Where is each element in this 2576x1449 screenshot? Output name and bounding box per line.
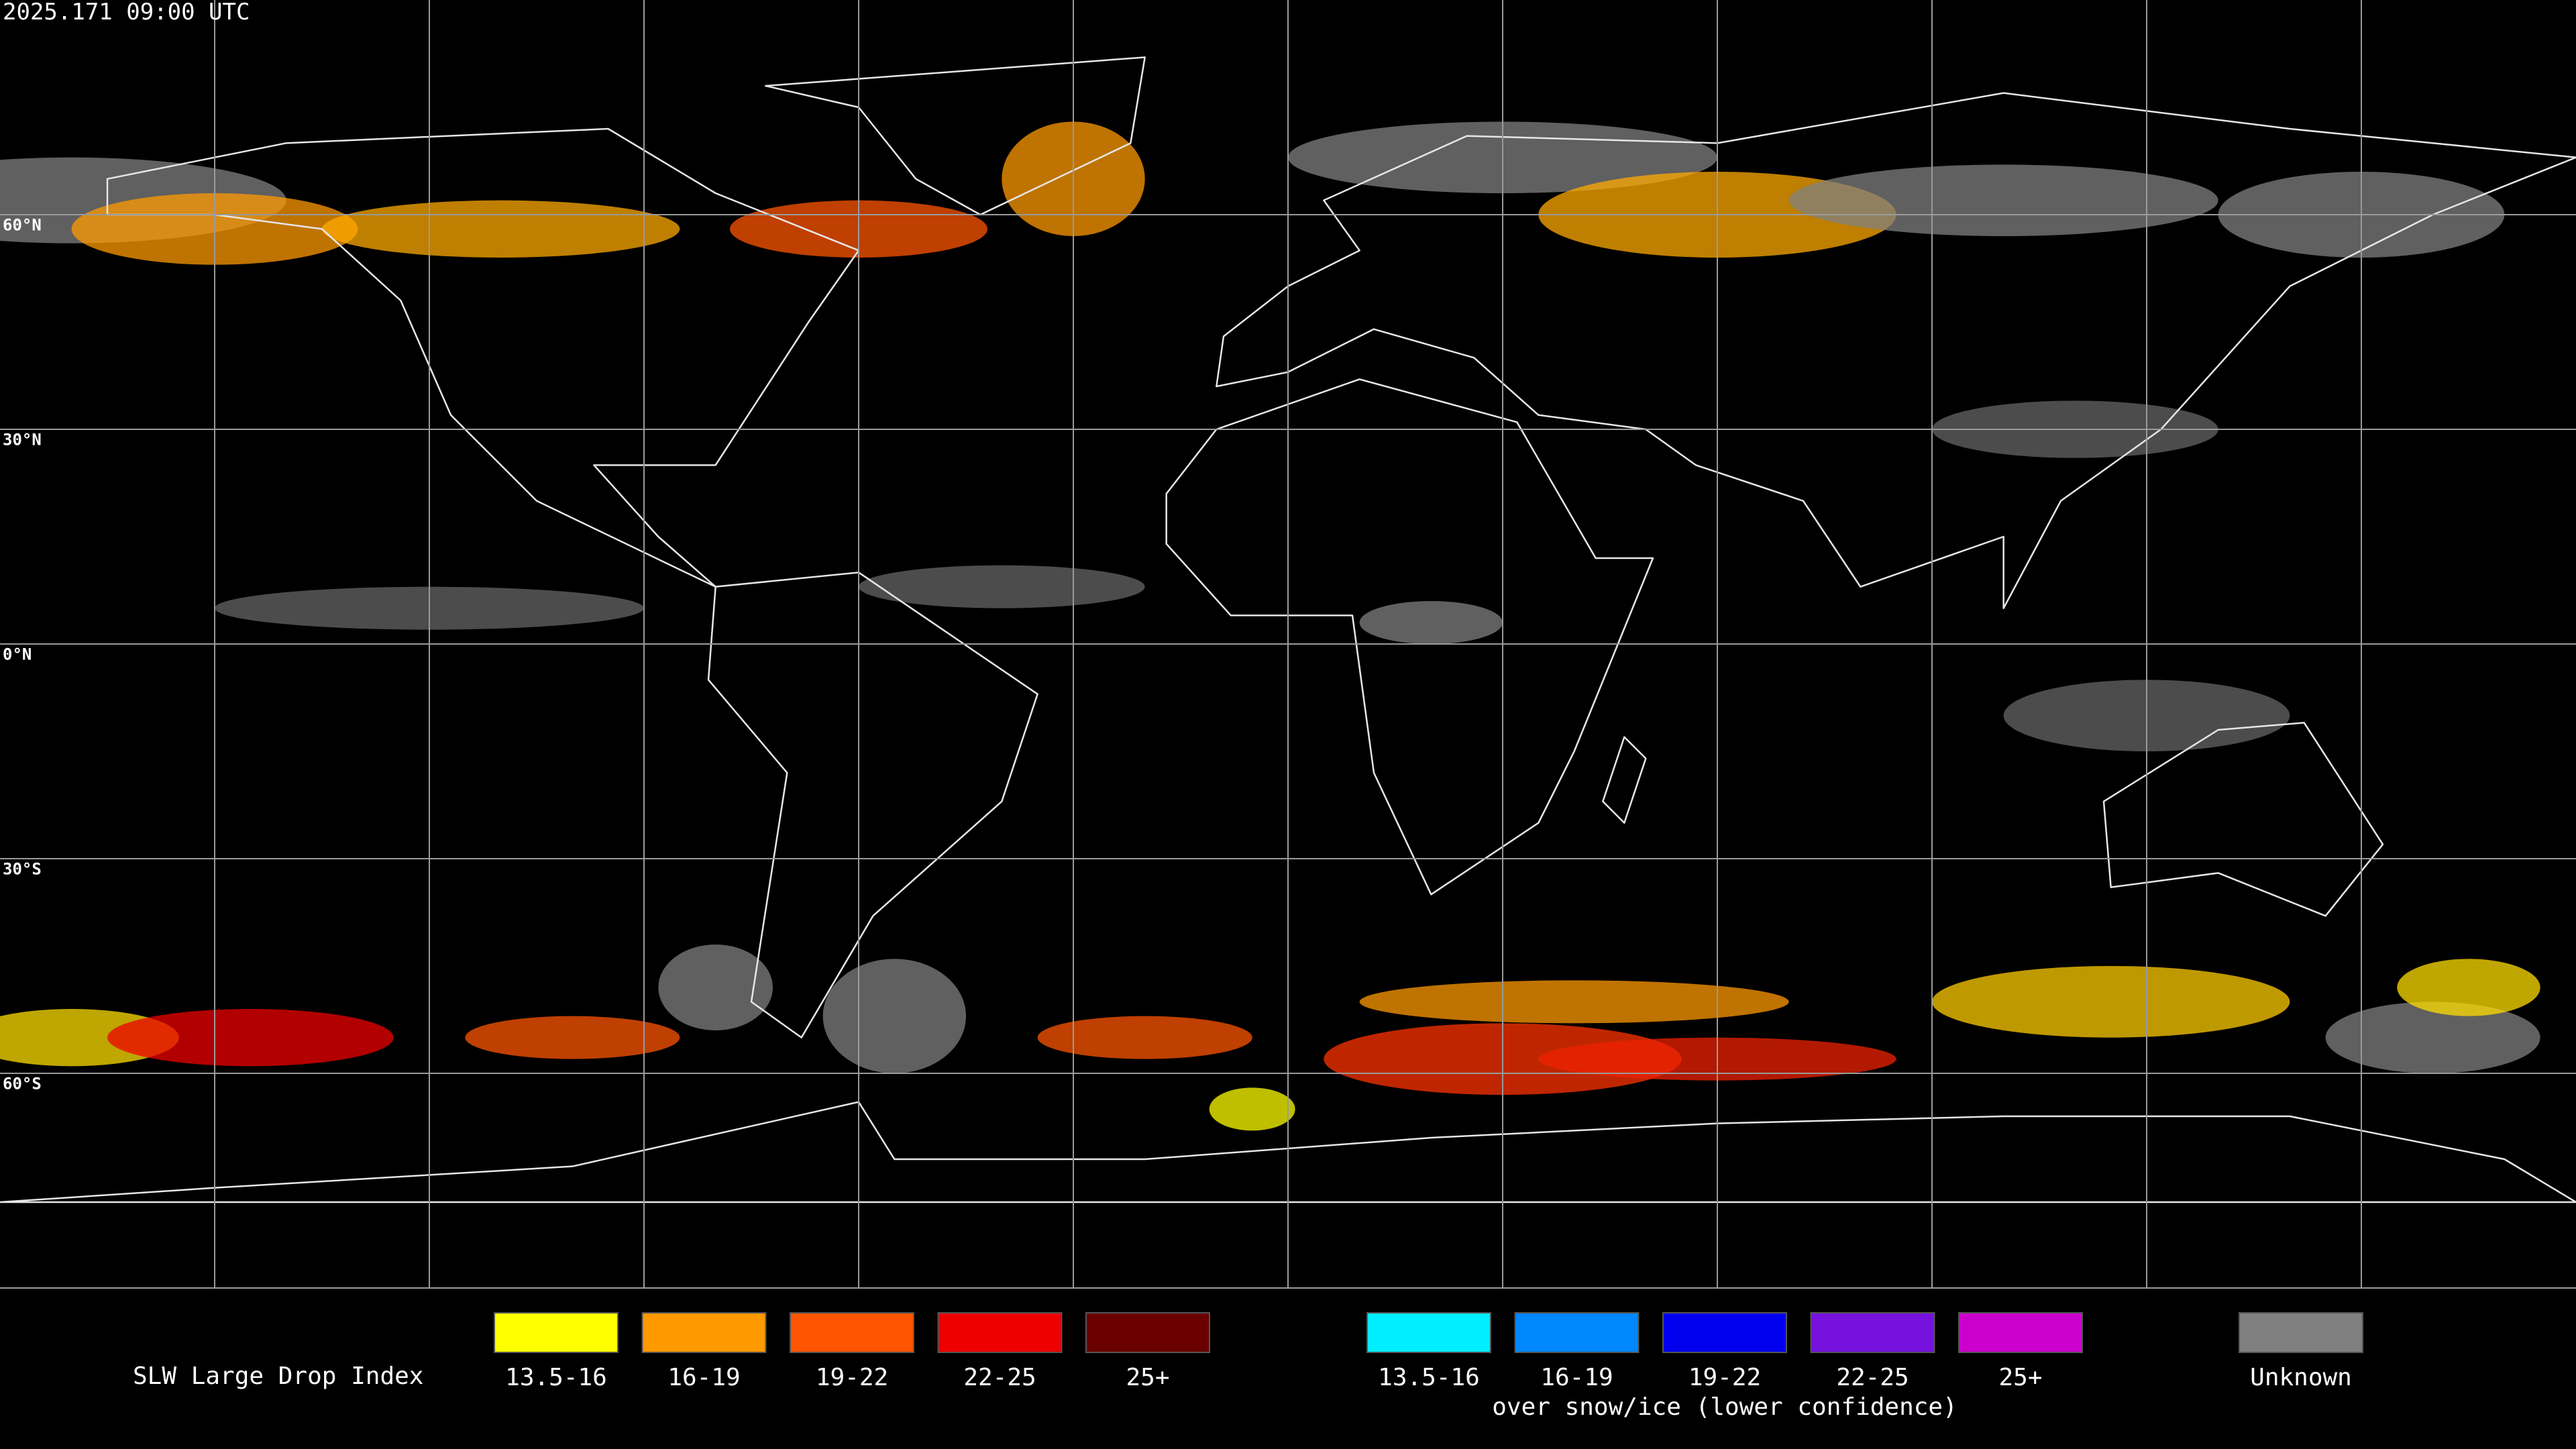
coastline [1165,378,1654,896]
cloud-patch [322,200,680,258]
legend-title: SLW Large Drop Index [133,1362,423,1390]
legend-swatch [1366,1312,1491,1353]
legend-swatch [937,1312,1063,1353]
legend-label: 16-19 [1540,1364,1613,1391]
legend-label: 22-25 [963,1364,1036,1391]
latitude-label: 30°S [3,860,42,879]
legend-swatch [790,1312,914,1353]
legend-label: 13.5-16 [505,1364,607,1391]
legend: SLW Large Drop Index over snow/ice (lowe… [133,1312,2363,1421]
legend-label: 19-22 [1688,1364,1761,1391]
legend-swatch [1958,1312,2083,1353]
legend-swatch [1662,1312,1787,1353]
legend-swatch [1514,1312,1640,1353]
legend-label: 13.5-16 [1378,1364,1480,1391]
coastline [0,1101,2576,1203]
cloud-patch [2325,1002,2540,1073]
coastline [707,572,1038,1038]
coastline [2102,722,2384,917]
legend-swatch [1085,1312,1210,1353]
legend-note: over snow/ice (lower confidence) [1492,1393,1957,1421]
cloud-patch [465,1016,680,1059]
legend-swatch [1810,1312,1935,1353]
cloud-patch [658,945,773,1030]
cloud-patch [1209,1087,1295,1131]
cloud-patch [2397,959,2540,1016]
cloud-patch [1788,164,2218,236]
legend-label: 25+ [1998,1364,2042,1391]
latitude-label: 30°N [3,431,42,449]
latitude-label: 60°S [3,1075,42,1093]
legend-label: 22-25 [1836,1364,1909,1391]
legend-swatch [494,1312,619,1353]
cloud-field [0,121,2540,1131]
legend-label: 25+ [1126,1364,1169,1391]
graticule: 60°N 30°N 0°N 30°S 60°S [0,0,2576,1288]
legend-label: 16-19 [667,1364,740,1391]
cloud-patch [822,959,967,1073]
cloud-patch [1037,1016,1252,1059]
cloud-patch [107,1009,394,1067]
legend-label: 19-22 [816,1364,888,1391]
cloud-patch [1359,601,1503,644]
legend-swatch [2239,1312,2363,1353]
coastline [1602,736,1647,824]
latitude-label: 60°N [3,216,42,235]
legend-label: Unknown [2250,1364,2352,1391]
cloud-patch [1359,980,1789,1024]
coastline [106,127,860,588]
legend-swatch [641,1312,767,1353]
latitude-label: 0°N [3,645,32,664]
cloud-patch [1932,966,2290,1038]
timestamp: 2025.171 09:00 UTC [3,0,250,25]
